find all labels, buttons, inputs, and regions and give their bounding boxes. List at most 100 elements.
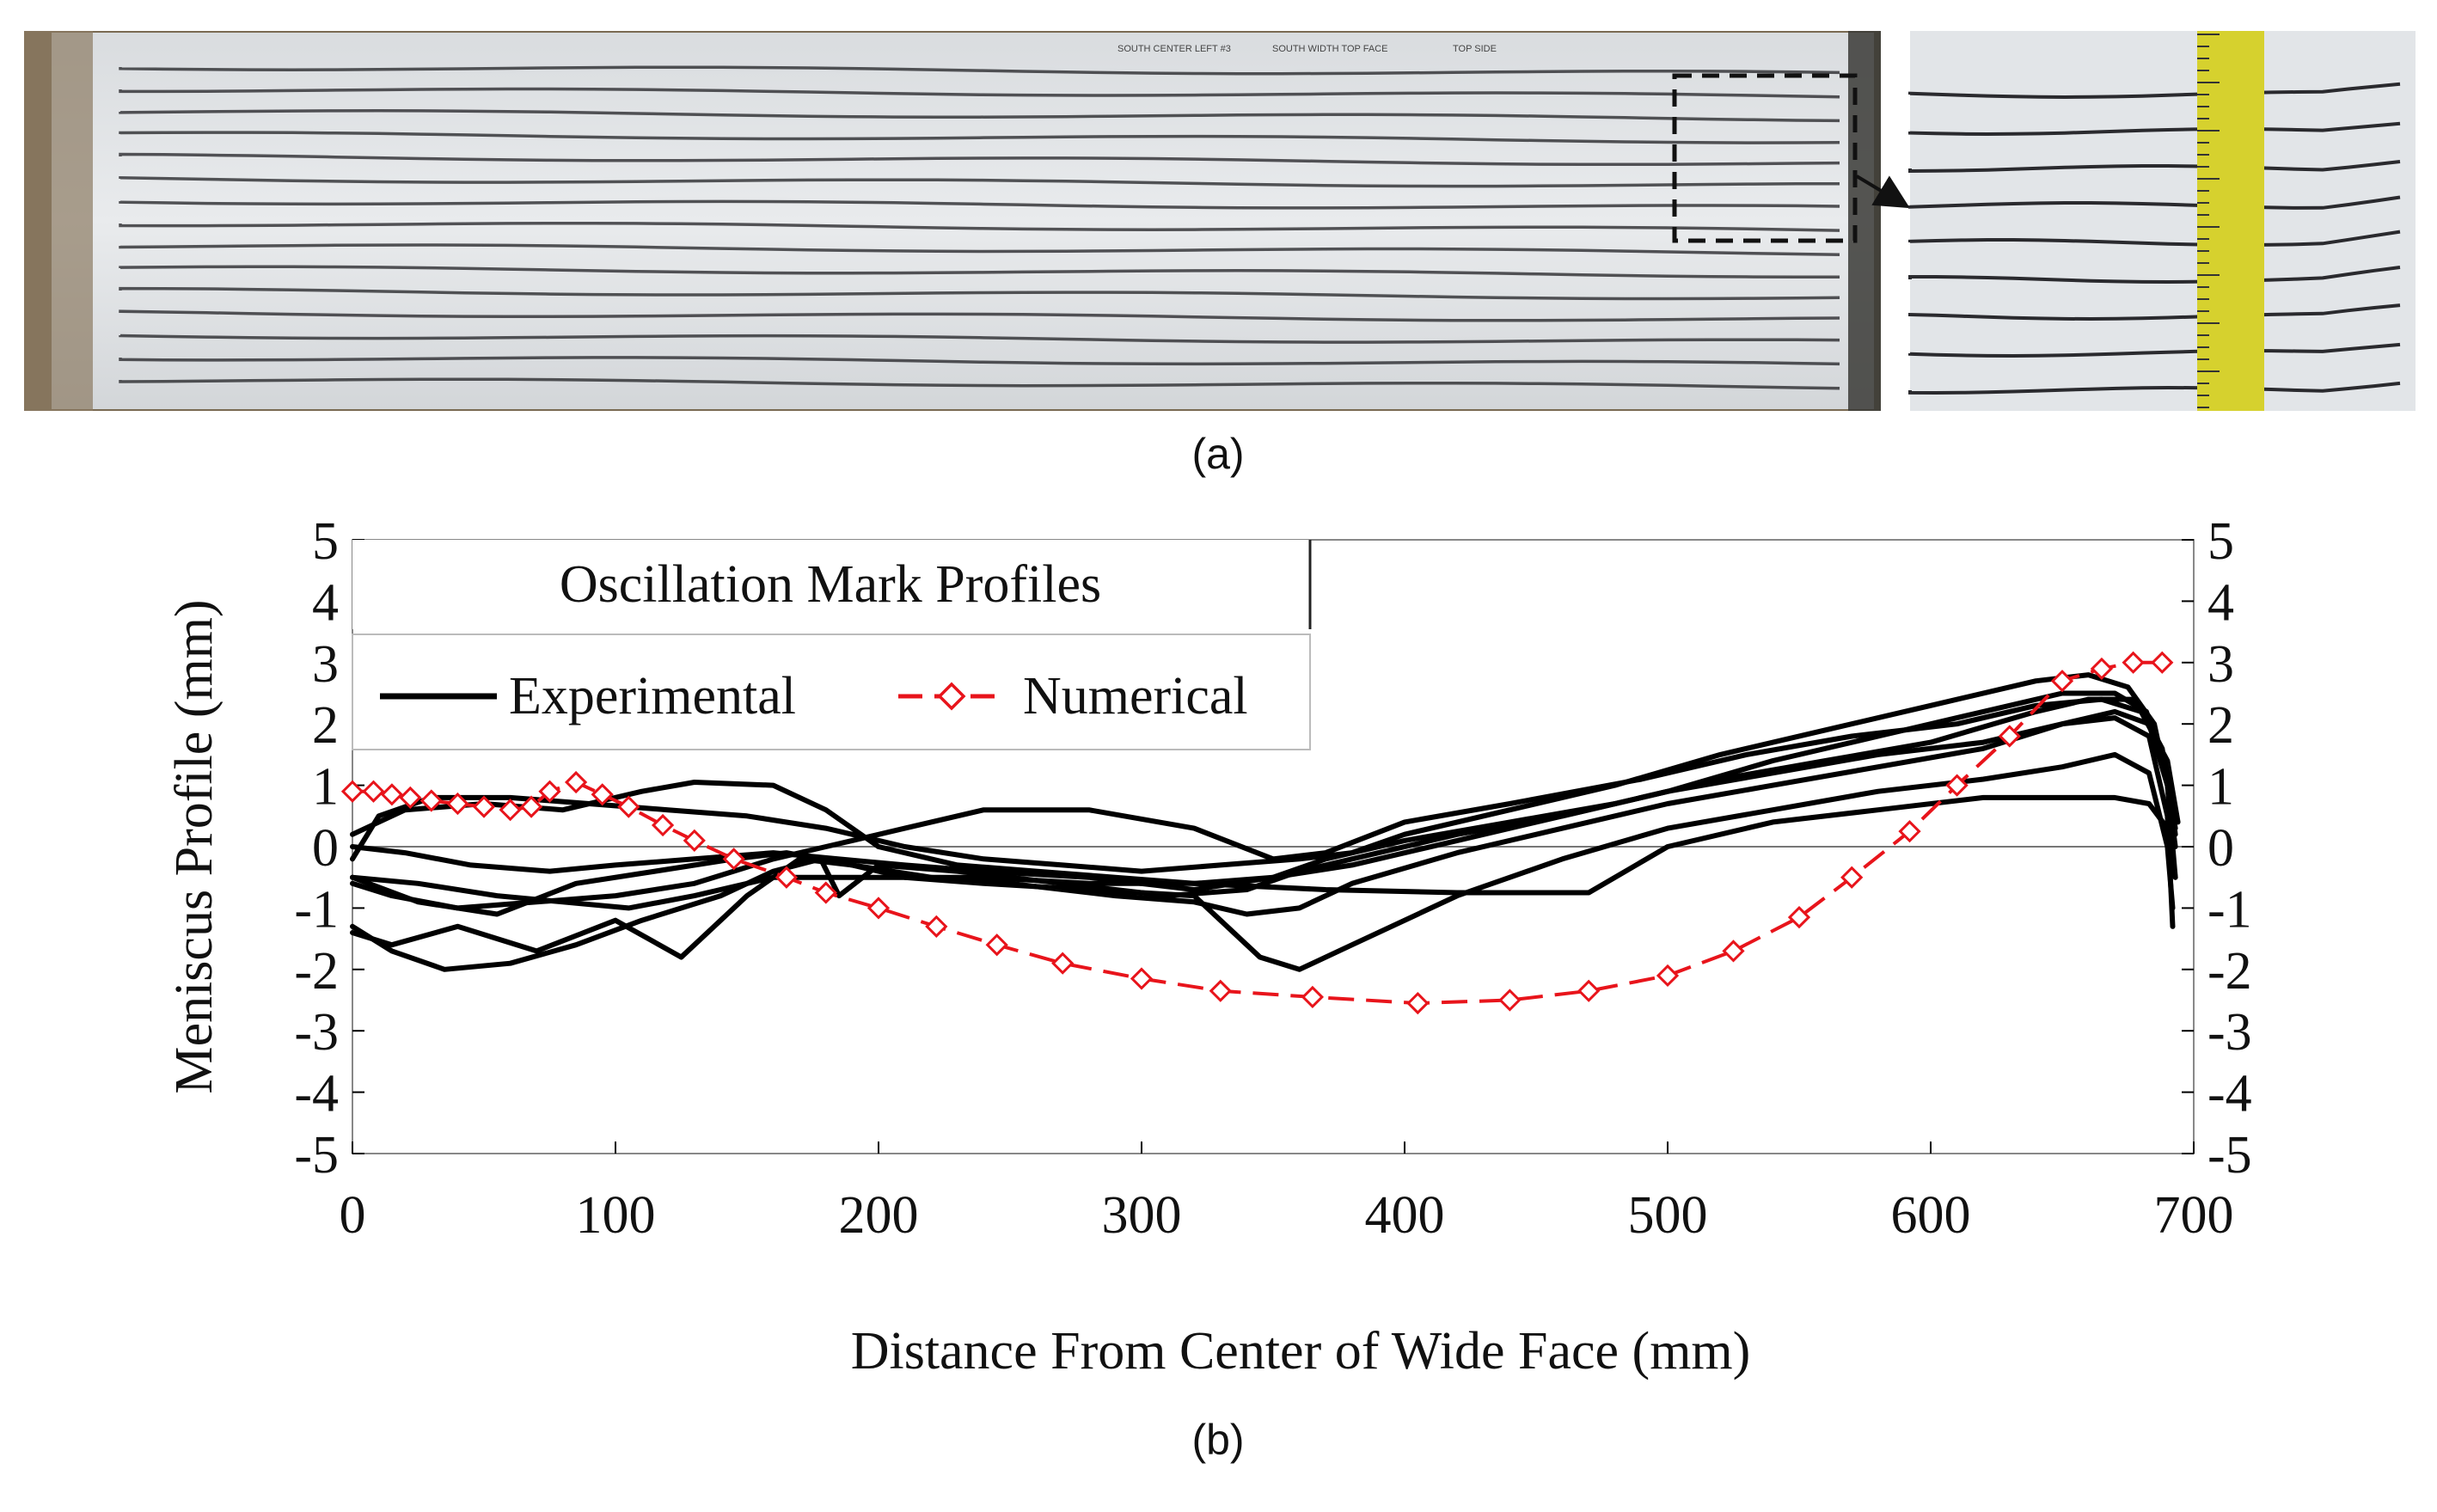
numerical-point [1998,725,2021,748]
y-tick-label-right: 5 [2207,512,2234,571]
photo-mark-line [119,65,1840,76]
photo-mark-line [119,152,1840,167]
numerical-point [419,789,443,812]
numerical-point [2050,670,2074,693]
photo-mark-line [119,309,1840,322]
numerical-point [362,780,385,803]
x-tick-label: 300 [1102,1186,1182,1245]
closeup-mark-line [1908,303,2401,321]
numerical-point [472,795,496,818]
legend: Experimental Numerical [352,634,1311,750]
numerical-point [446,792,469,816]
legend-box [352,634,1311,750]
numerical-point [1577,979,1601,1002]
closeup-mark-line [1908,266,2401,285]
chart-title-box: Oscillation Mark Profiles [352,540,1312,629]
closeup-mark-line [1908,82,2401,100]
x-tick-label: 0 [340,1186,366,1245]
numerical-point [519,795,543,818]
x-tick-label: 400 [1365,1186,1445,1245]
x-tick-label: 100 [576,1186,656,1245]
y-tick-label-right: -4 [2207,1065,2252,1123]
photo-mark-line [119,265,1840,279]
legend-numerical-marker [937,682,966,711]
numerical-point [775,866,799,889]
numerical-point [2151,651,2174,674]
numerical-point [1130,967,1154,990]
photo-mark-line [119,334,1840,344]
numerical-point [722,848,745,871]
x-tick-label: 600 [1891,1186,1971,1245]
y-tick-label-right: 2 [2207,696,2234,755]
photo-mark-line [119,87,1840,99]
y-tick-label-left: 1 [312,758,339,817]
legend-numerical-label: Numerical [1023,667,1248,725]
numerical-point [866,897,891,920]
numerical-point [1787,905,1811,929]
title-box-bg [352,540,1310,629]
numerical-point [1406,991,1430,1015]
photo-mark-line [119,109,1840,123]
photo-mark-line [119,243,1840,256]
y-tick-label-right: -2 [2207,942,2252,1001]
chart-title: Oscillation Mark Profiles [560,555,1101,614]
photo-mark-line [119,221,1840,232]
oscillation-marks-photo [119,65,1840,390]
y-tick-label-left: 4 [312,573,339,632]
y-tick-label-left: -4 [294,1065,339,1123]
numerical-point [538,780,561,803]
numerical-point [380,783,404,806]
y-tick-label-left: 0 [312,819,339,878]
numerical-point [925,915,948,938]
closeup-mark-line [1908,230,2401,248]
numerical-point [683,829,706,852]
experimental-line [350,715,2176,972]
y-tick-label-left: -3 [294,1003,339,1062]
photo-mark-line [119,286,1840,301]
y-tick-label-right: 1 [2207,758,2234,817]
experimental-line [350,696,2181,911]
closeup-mark-line [1908,121,2401,137]
handwriting-2: SOUTH WIDTH TOP FACE [1272,44,1387,54]
photo-mark-line [119,131,1840,144]
numerical-point [399,786,422,810]
x-axis: 0 100 200 300 400 500 600 700 [340,1142,2234,1245]
numerical-point [591,783,614,806]
numerical-point [1840,866,1864,889]
photo-mark-line [119,176,1840,188]
numerical-point [1301,985,1325,1009]
experimental-line [350,696,2178,892]
photo-mark-line [119,377,1840,390]
numerical-point [340,780,364,803]
closeup-mark-line [1908,160,2401,174]
y-tick-label-right: -3 [2207,1003,2252,1062]
numerical-point [1209,979,1232,1002]
experimental-line [350,751,2176,972]
numerical-point [1498,989,1522,1012]
y-tick-label-right: 4 [2207,573,2234,632]
experimental-line [350,708,2178,917]
measuring-tape [2197,31,2264,411]
numerical-point [1722,940,1745,963]
x-tick-label: 200 [839,1186,919,1245]
closeup-photo [1908,31,2416,411]
y-tick-label-left: -2 [294,942,339,1001]
numerical-point [1945,774,1969,797]
zoom-box [1672,73,1858,243]
numerical-point [1051,952,1075,975]
numerical-point [564,770,588,794]
y-tick-label-left: -5 [294,1126,339,1185]
closeup-mark-line [1908,342,2401,358]
numerical-point [985,934,1008,957]
closeup-mark-line [1908,381,2401,395]
closeup-marks [1908,82,2401,395]
caption-a: (a) [1191,430,1244,478]
y-tick-label-left: -1 [294,880,339,939]
numerical-series-group [340,651,2174,1015]
x-tick-label: 500 [1628,1186,1708,1245]
numerical-point [651,813,675,837]
numerical-point [499,799,522,822]
